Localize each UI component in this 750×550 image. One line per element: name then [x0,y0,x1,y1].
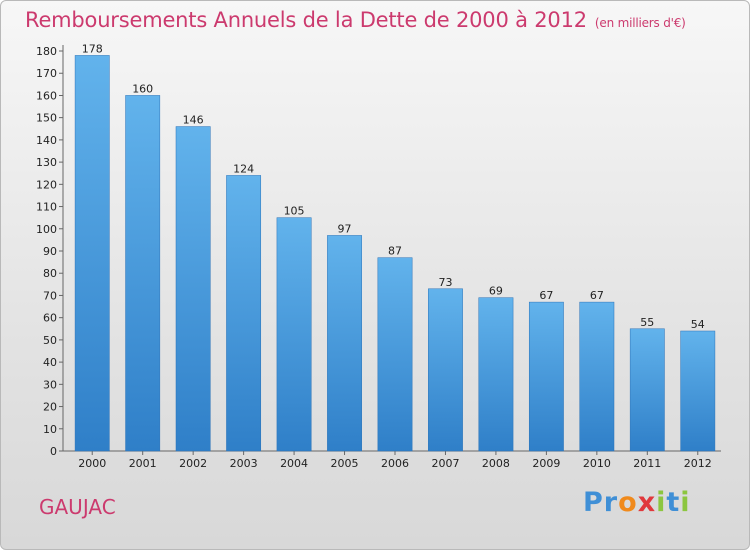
y-tick-label: 110 [36,201,57,214]
bar-value-label: 97 [338,222,352,235]
bar-2008 [478,297,514,452]
logo-letter: r [603,487,619,518]
x-tick-label: 2005 [331,457,359,470]
bar-value-label: 105 [284,205,305,218]
bar-2011 [629,328,665,452]
bar-2002 [175,126,211,452]
y-tick-label: 10 [43,423,57,436]
y-tick-label: 140 [36,134,57,147]
bar-2004 [276,217,312,452]
logo-letter: x [637,487,657,518]
bar-value-label: 67 [590,289,604,302]
y-tick-label: 40 [43,356,57,369]
x-tick-label: 2000 [78,457,106,470]
x-tick-label: 2002 [179,457,207,470]
bar-2000 [74,55,110,452]
y-tick-label: 20 [43,401,57,414]
y-tick-label: 90 [43,245,57,258]
logo-letter: t [666,487,681,518]
y-tick-label: 60 [43,312,57,325]
logo-letter: o [618,487,638,518]
bar-value-label: 69 [489,285,503,298]
x-tick-label: 2009 [532,457,560,470]
bar-2009 [528,301,564,452]
proxiti-logo: Proxiti [583,487,691,518]
bar-2007 [428,288,463,452]
y-tick-label: 50 [43,334,57,347]
x-tick-label: 2003 [230,457,258,470]
bar-value-label: 146 [183,114,204,127]
bar-value-label: 160 [132,82,153,95]
bar-2001 [125,95,161,452]
logo-letter: i [656,487,667,518]
x-tick-label: 2007 [431,457,459,470]
y-tick-label: 80 [43,267,57,280]
x-tick-label: 2008 [482,457,510,470]
x-tick-label: 2012 [684,457,712,470]
bar-2012 [680,330,716,452]
y-tick-label: 0 [50,445,57,458]
chart-subtitle: (en milliers d'€) [594,16,686,30]
bar-2006 [377,257,413,452]
x-tick-label: 2004 [280,457,308,470]
y-tick-label: 70 [43,289,57,302]
y-tick-label: 160 [36,89,57,102]
x-tick-label: 2010 [583,457,611,470]
bar-value-label: 73 [438,276,452,289]
y-tick-label: 100 [36,223,57,236]
commune-name: GAUJAC [39,495,116,519]
bar-2003 [226,175,262,452]
y-tick-label: 120 [36,178,57,191]
logo-letter: P [583,487,604,518]
x-tick-label: 2011 [633,457,661,470]
bar-2010 [579,301,615,452]
bar-value-label: 178 [82,42,103,55]
logo-letter: i [680,487,691,518]
bar-2005 [327,235,362,452]
bar-value-label: 55 [640,316,654,329]
chart-bars: 178 160 146 124 105 97 87 73 69 67 67 55 54 [74,42,716,452]
chart-title: Remboursements Annuels de la Dette de 20… [25,8,686,32]
chart-title-text: Remboursements Annuels de la Dette de 20… [25,8,587,32]
bar-value-label: 124 [233,162,254,175]
y-tick-label: 30 [43,378,57,391]
bar-value-label: 54 [691,318,705,331]
x-tick-label: 2001 [129,457,157,470]
y-tick-label: 170 [36,67,57,80]
y-tick-label: 150 [36,112,57,125]
x-tick-label: 2006 [381,457,409,470]
chart-axes: 0 10 20 30 40 50 60 70 80 90 100 110 120 130 140 150 160… [36,45,721,470]
bar-value-label: 87 [388,245,402,258]
y-tick-label: 180 [36,45,57,58]
bar-value-label: 67 [539,289,553,302]
y-tick-label: 130 [36,156,57,169]
